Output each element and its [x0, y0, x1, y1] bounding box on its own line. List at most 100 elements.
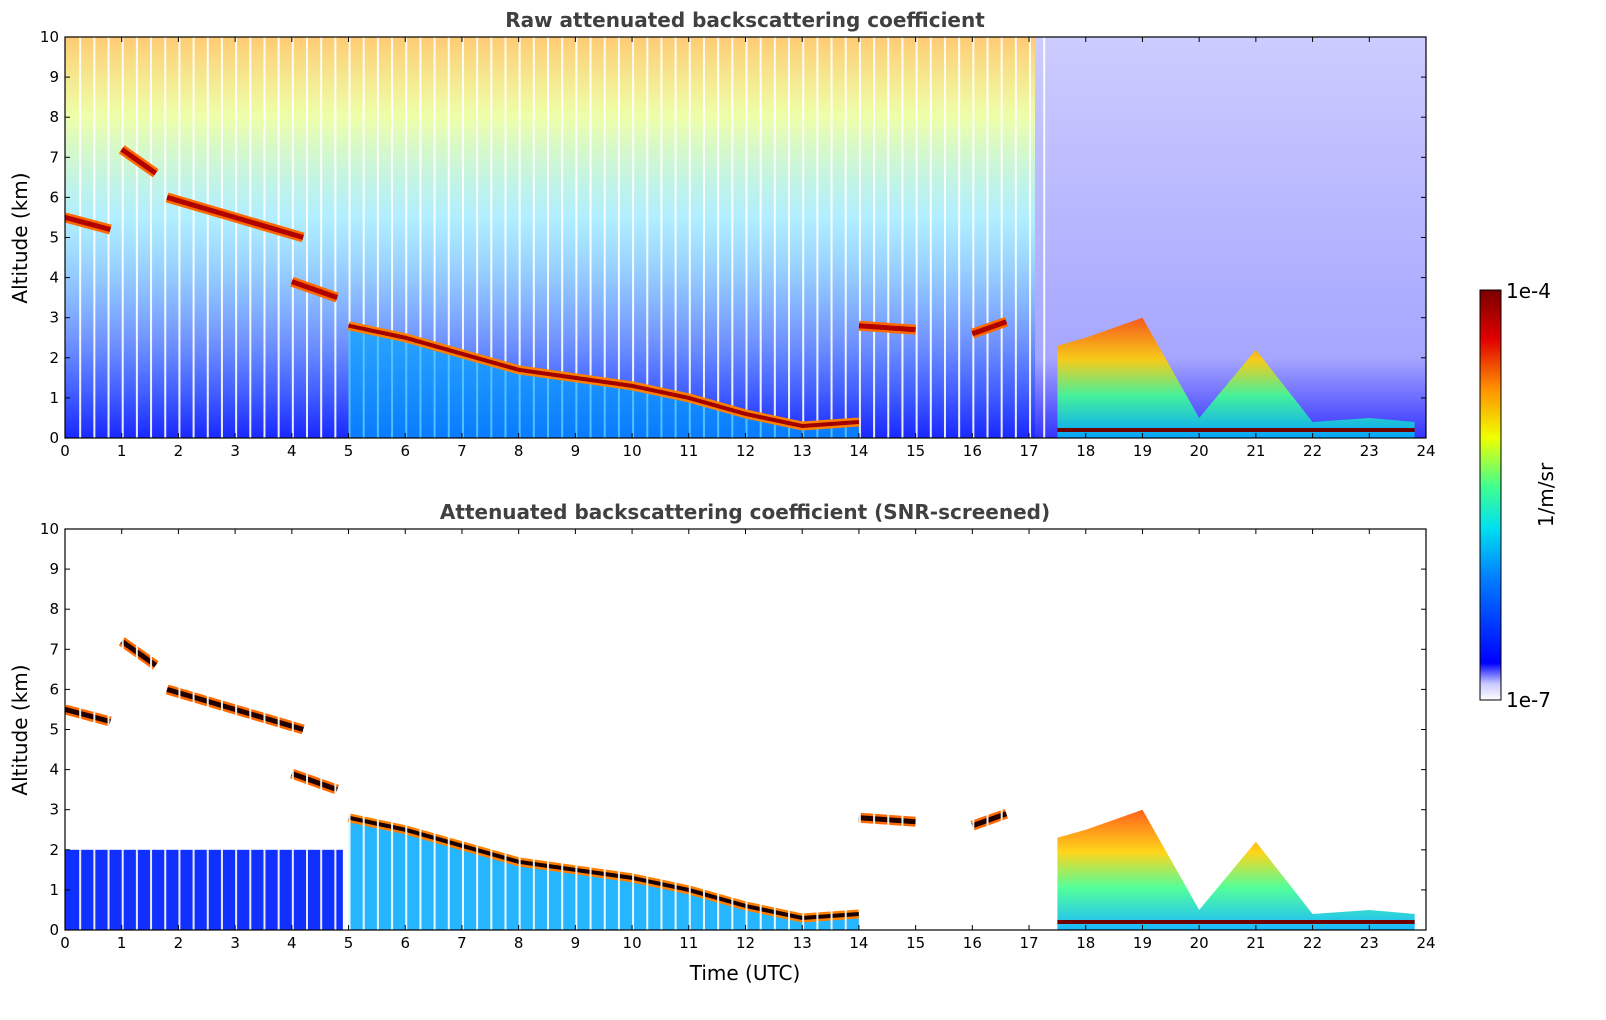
y-tick-label: 7	[49, 640, 59, 658]
gap-stripe	[376, 37, 379, 438]
x-tick-label: 6	[400, 442, 410, 460]
x-tick-label: 23	[1360, 442, 1379, 460]
panel-title-screened: Attenuated backscattering coefficient (S…	[440, 500, 1050, 524]
gap-stripe	[277, 529, 280, 930]
gap-stripe	[561, 529, 564, 930]
y-tick-label: 3	[49, 801, 59, 819]
gap-stripe	[986, 37, 989, 438]
cloud-plume	[348, 325, 859, 438]
gap-stripe	[249, 529, 252, 930]
colorbar-gradient	[1479, 289, 1502, 701]
gap-stripe	[79, 37, 82, 438]
gap-stripe	[943, 529, 946, 930]
gap-stripe	[277, 37, 280, 438]
gap-stripe	[844, 529, 847, 930]
elevated-layer	[120, 147, 158, 176]
y-tick-label: 9	[49, 560, 59, 578]
gap-stripe	[632, 37, 635, 438]
x-tick-label: 19	[1133, 934, 1152, 952]
gap-stripe	[79, 529, 82, 930]
gap-stripe	[121, 37, 124, 438]
gap-stripe	[178, 37, 181, 438]
x-tick-label: 4	[287, 442, 297, 460]
x-tick-label: 21	[1246, 934, 1265, 952]
gap-stripe	[759, 37, 762, 438]
gap-stripe	[107, 37, 110, 438]
x-tick-label: 5	[344, 442, 354, 460]
colorbar-max-label: 1e-4	[1506, 279, 1551, 303]
gap-stripe	[575, 37, 578, 438]
x-tick-label: 15	[906, 934, 925, 952]
gap-stripe	[419, 37, 422, 438]
gap-stripe	[972, 529, 975, 930]
x-tick-label: 17	[1019, 442, 1038, 460]
gap-stripe	[362, 529, 365, 930]
y-tick-label: 9	[49, 68, 59, 86]
gap-stripe	[532, 529, 535, 930]
gap-stripe	[958, 37, 961, 438]
gap-stripe	[164, 37, 167, 438]
gap-stripe	[192, 529, 195, 930]
gap-stripe	[873, 529, 876, 930]
colorbar-min-label: 1e-7	[1506, 688, 1551, 712]
cloud-base-line	[348, 815, 860, 920]
gap-stripe	[802, 37, 805, 438]
cloud-layers-screened	[65, 637, 1415, 930]
gap-stripe	[433, 529, 436, 930]
gap-stripe	[306, 529, 309, 930]
gap-stripe	[1014, 529, 1017, 930]
x-tick-label: 5	[344, 934, 354, 952]
gap-stripe	[419, 529, 422, 930]
cloud-layers-raw	[65, 145, 1415, 438]
x-tick-label: 7	[457, 442, 467, 460]
aerosol-layer	[65, 849, 343, 930]
gap-stripe	[802, 529, 805, 930]
y-tick-label: 1	[49, 389, 59, 407]
x-tick-label: 13	[793, 442, 812, 460]
gap-stripe	[150, 529, 153, 930]
gap-stripe	[575, 529, 578, 930]
gap-stripe	[844, 37, 847, 438]
gap-stripe	[887, 37, 890, 438]
gap-stripe	[660, 37, 663, 438]
x-tick-label: 9	[571, 934, 581, 952]
x-tick-label: 14	[849, 442, 868, 460]
y-tick-label: 8	[49, 108, 59, 126]
gap-stripe	[788, 37, 791, 438]
gap-stripe	[135, 37, 138, 438]
x-tick-label: 22	[1303, 934, 1322, 952]
gap-stripe	[617, 529, 620, 930]
panel-raw: Raw attenuated backscattering coefficien…	[8, 8, 1436, 460]
gap-stripe	[476, 529, 479, 930]
y-tick-label: 7	[49, 148, 59, 166]
gap-stripe	[617, 37, 620, 438]
gap-stripe	[561, 37, 564, 438]
gap-stripe	[490, 37, 493, 438]
y-tick-label: 1	[49, 881, 59, 899]
gap-stripe	[362, 37, 365, 438]
x-tick-label: 18	[1076, 442, 1095, 460]
x-tick-label: 11	[679, 934, 698, 952]
elevated-layer	[290, 771, 339, 793]
y-tick-label: 4	[49, 761, 59, 779]
colorbar: 1e-4 1e-7 1/m/sr	[1479, 279, 1558, 712]
gap-stripe	[1029, 529, 1032, 930]
gap-stripe	[589, 529, 592, 930]
gap-stripe	[107, 529, 110, 930]
gap-stripe	[235, 529, 238, 930]
gap-stripe	[391, 529, 394, 930]
gap-stripe	[929, 529, 932, 930]
boundary-layer	[1057, 809, 1415, 930]
gap-stripe	[603, 37, 606, 438]
gap-stripe	[263, 529, 266, 930]
x-tick-label: 7	[457, 934, 467, 952]
gap-stripe	[816, 37, 819, 438]
elevated-layer	[65, 707, 112, 724]
gap-stripe	[603, 529, 606, 930]
gap-stripe	[972, 37, 975, 438]
x-tick-label: 20	[1190, 442, 1209, 460]
gap-stripe	[674, 37, 677, 438]
x-tick-label: 3	[230, 442, 240, 460]
x-tick-label: 21	[1246, 442, 1265, 460]
gap-stripe	[121, 529, 124, 930]
